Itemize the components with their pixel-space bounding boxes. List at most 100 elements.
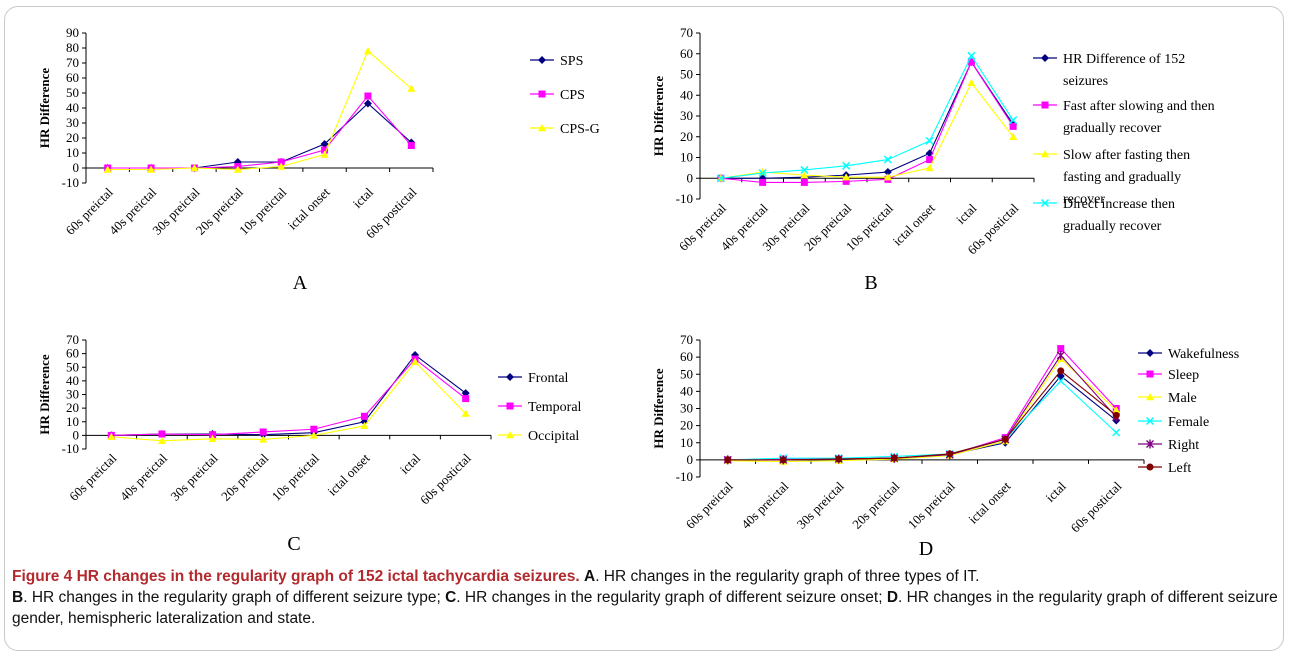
y-tick-label: 20 [680,129,693,144]
data-point [107,432,116,440]
x-tick-label: ictal [350,184,377,211]
y-tick-label: -10 [676,191,693,206]
data-point [1009,116,1018,125]
data-point [1056,350,1065,360]
y-tick-label: 50 [680,366,693,381]
data-point [842,177,850,185]
series-fast-after-slowing-and-then-gradually-recover [717,58,1017,186]
y-tick-label: 90 [66,25,79,40]
y-axis-label: HR Difference [37,354,52,434]
data-point [1009,132,1018,140]
data-point [209,431,217,439]
data-point [321,146,329,154]
legend-label-line: Slow after fasting then [1063,148,1190,163]
y-tick-label: 30 [66,387,79,402]
y-tick-label: 30 [680,108,693,123]
data-point [320,140,329,148]
legend-marker [506,431,514,439]
panel-letter: D [919,538,933,560]
data-point [890,454,898,462]
data-point [800,171,809,179]
data-point [925,163,934,172]
data-point [277,158,285,166]
x-tick-label: ictal onset [324,450,372,498]
data-point [1056,377,1065,386]
y-axis-label: HR Difference [651,368,666,448]
data-point [1112,428,1121,437]
legend: Wakefulness Sleep Male Female Right Left [1138,347,1239,476]
legend-marker [1146,393,1154,401]
data-point [1057,345,1065,353]
x-tick-label: ictal onset [965,478,1013,526]
y-tick-label: 50 [66,359,79,374]
legend-label-line: Male [1168,391,1197,406]
caption-label-d: D [886,589,899,606]
series-line [107,95,412,169]
data-point [147,165,156,173]
series-line [107,50,412,171]
x-tick-label: 60s preictal [683,478,737,532]
x-tick-label: 20s preictal [218,450,272,504]
series-occipital [107,357,470,445]
data-point [842,161,851,170]
legend-label: SPS [560,54,583,69]
data-point [320,150,329,158]
chart-panel-d: -10 0 10 20 30 40 50 60 70 60s preictal 40s preict… [651,332,1239,560]
series-line [720,60,1014,183]
figure-frame [4,6,1284,651]
x-tick-label: ictal onset [285,184,333,232]
series-slow-after-fasting-then-fasting-and-gradually-recover [716,78,1018,182]
data-point [883,173,892,181]
series-sleep [724,345,1120,464]
series-line [727,347,1117,461]
x-tick-label: 60s preictal [66,450,120,504]
legend-label: Fast after slowing and then gradually rec… [1063,99,1215,136]
legend-label: Temporal [528,400,582,415]
x-tick-label: 60s postictal [1068,478,1125,535]
legend-label: Occipital [528,429,579,444]
data-point [360,421,369,430]
y-tick-label: 60 [680,349,693,364]
data-point [1057,367,1065,375]
x-tick-label: 10s preictal [269,450,323,504]
data-point [758,168,767,176]
data-point [364,92,372,100]
caption-text-a: . HR changes in the regularity graph of … [595,568,980,585]
x-tick-label: 30s preictal [167,450,221,504]
data-point [407,84,416,92]
legend-label-line: HR Difference of 152 [1063,52,1185,67]
y-tick-label: 0 [687,170,694,185]
series-line [720,60,1014,179]
legend-label-line: gradually recover [1063,121,1162,136]
legend-label-line: Occipital [528,429,579,444]
legend-label-line: recover [1063,192,1105,207]
x-tick-label: ictal [397,450,424,477]
caption-text-d: . HR changes in the regularity graph of … [12,589,1278,627]
legend-label-line: SPS [560,54,583,69]
x-tick-label: 40s preictal [117,450,171,504]
legend-label-line: Wakefulness [1168,347,1239,362]
y-tick-label: 50 [66,85,79,100]
data-point [259,435,268,443]
series-line [727,370,1117,461]
legend-label-line: CPS [560,88,585,103]
data-point [758,169,767,178]
y-tick-label: 10 [66,145,79,160]
legend-label: Direct increase then gradually recover [1063,197,1175,234]
legend-label-line: gradually recover [1063,219,1162,234]
y-tick-label: 0 [687,452,694,467]
legend-label: Wakefulness [1168,347,1239,362]
y-tick-label: 20 [66,130,79,145]
x-tick-label: ictal onset [890,200,938,248]
series-line [727,380,1117,461]
legend-marker [538,124,546,132]
caption-label-c: C [445,589,457,606]
data-point [158,430,166,438]
data-point [277,162,286,170]
data-point [779,456,787,464]
data-point [309,431,318,439]
legend-label: Male [1168,391,1197,406]
y-tick-label: -10 [62,441,79,456]
series-line [720,81,1014,179]
